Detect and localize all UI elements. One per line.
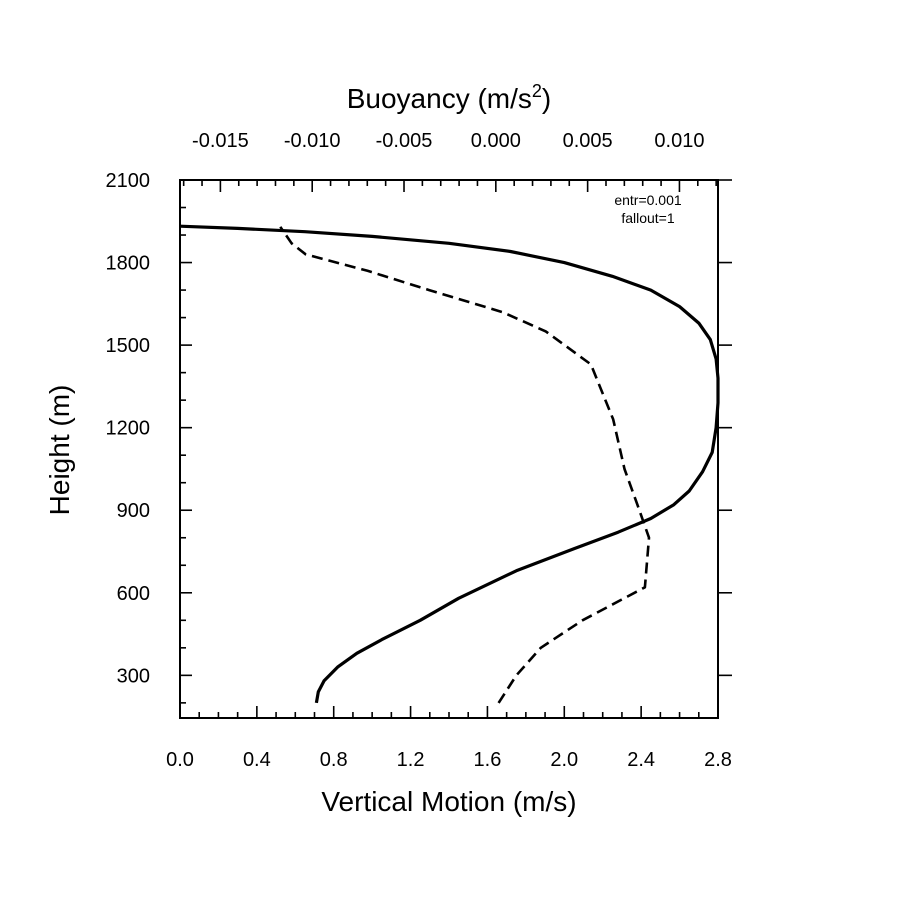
top-tick-label: 0.000 bbox=[471, 130, 521, 152]
series-layer bbox=[179, 224, 720, 704]
bottom-tick-label: 0.4 bbox=[243, 749, 271, 771]
bottom-tick-label: 1.6 bbox=[474, 749, 502, 771]
y-tick-label: 300 bbox=[117, 665, 150, 687]
plot-frame bbox=[179, 179, 719, 719]
bottom-tick-label: 0.8 bbox=[320, 749, 348, 771]
annotation-line-1: entr=0.001 bbox=[614, 192, 682, 208]
y-tick-label: 1800 bbox=[106, 253, 151, 275]
top-axis-label-exponent: 2 bbox=[532, 81, 542, 101]
annotation: entr=0.001 fallout=1 bbox=[614, 192, 682, 226]
y-tick-label: 1200 bbox=[106, 418, 151, 440]
ticks-layer: 0.0 0.4 0.8 1.2 1.6 2.0 2.4 2.8 -0.015 -0.010 -0.0… bbox=[106, 130, 732, 771]
top-axis-label: Buoyancy (m/s2) bbox=[347, 81, 552, 114]
top-axis-label-close: ) bbox=[542, 83, 551, 114]
y-tick-label: 1500 bbox=[106, 335, 151, 357]
bottom-tick-label: 1.2 bbox=[397, 749, 425, 771]
top-tick-label: -0.010 bbox=[284, 130, 341, 152]
bottom-tick-label: 2.8 bbox=[704, 749, 732, 771]
top-tick-label: 0.005 bbox=[563, 130, 613, 152]
y-axis-label: Height (m) bbox=[44, 385, 75, 516]
vertical-motion-series-line bbox=[179, 224, 720, 704]
y-tick-label: 2100 bbox=[106, 170, 151, 192]
buoyancy-series-line bbox=[279, 226, 651, 704]
bottom-axis-label: Vertical Motion (m/s) bbox=[321, 786, 576, 817]
top-tick-label: 0.010 bbox=[654, 130, 704, 152]
bottom-tick-label: 2.0 bbox=[550, 749, 578, 771]
annotation-line-2: fallout=1 bbox=[621, 210, 675, 226]
top-axis-label-base: Buoyancy (m/s bbox=[347, 83, 532, 114]
y-tick-label: 900 bbox=[117, 500, 150, 522]
top-tick-label: -0.015 bbox=[192, 130, 249, 152]
y-tick-label: 600 bbox=[117, 583, 150, 605]
top-tick-label: -0.005 bbox=[376, 130, 433, 152]
bottom-tick-label: 0.0 bbox=[166, 749, 194, 771]
bottom-tick-label: 2.4 bbox=[627, 749, 655, 771]
